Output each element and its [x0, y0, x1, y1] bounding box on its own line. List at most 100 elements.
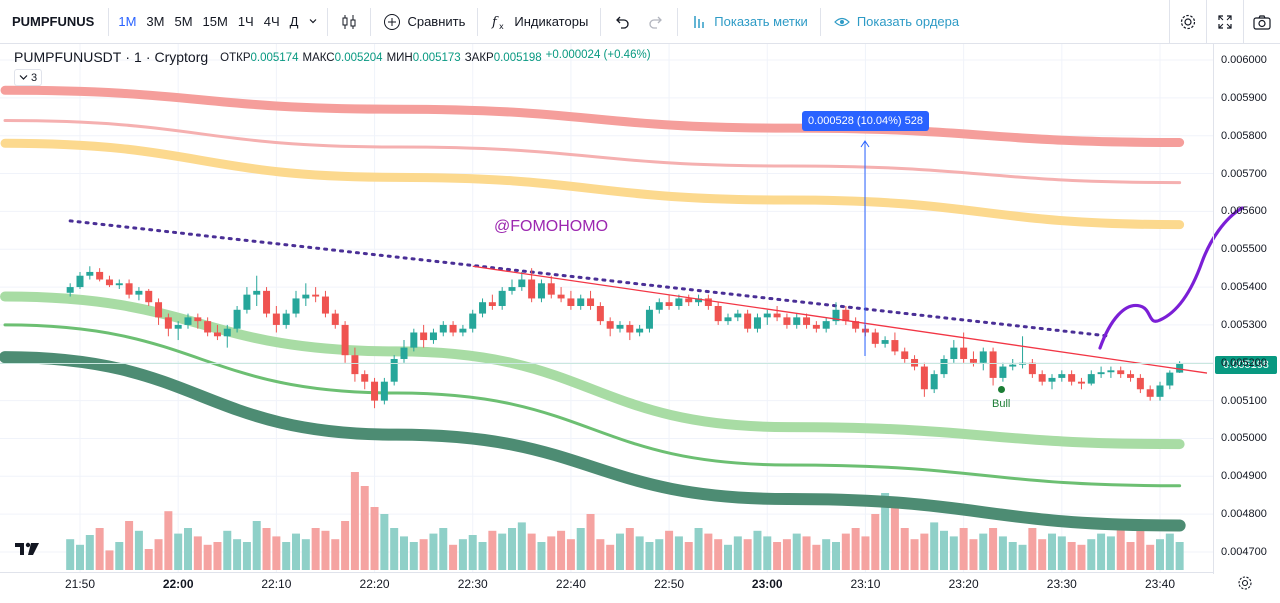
redo-button[interactable] [639, 9, 673, 35]
candle-body [1166, 372, 1174, 386]
candle-body [282, 313, 290, 325]
volume-bar [154, 539, 163, 570]
time-axis-tick: 22:10 [261, 577, 292, 591]
volume-bar [1077, 544, 1086, 570]
volume-bar [252, 521, 261, 570]
candle-body [969, 358, 977, 363]
candle-body [371, 381, 379, 401]
volume-bar [959, 528, 968, 570]
chevron-down-icon [19, 75, 28, 80]
candle-body [812, 324, 820, 329]
candle-body [253, 290, 261, 295]
candle-body [763, 313, 771, 318]
interval-1h-button[interactable]: 1Ч [237, 14, 254, 29]
candle-body [125, 283, 133, 295]
volume-bar [468, 535, 477, 570]
moving-average-line [0, 85, 1185, 148]
volume-bar [910, 539, 919, 570]
measure-arrow-head [860, 140, 870, 148]
chart-type-button[interactable] [332, 9, 366, 35]
volume-bar [684, 542, 693, 570]
resistance-trendline [472, 265, 1208, 374]
time-axis-tick: 23:30 [1046, 577, 1077, 591]
fullscreen-icon [1218, 15, 1232, 29]
watermark-text: @FOMOHOMO [494, 218, 609, 235]
undo-button[interactable] [605, 9, 639, 35]
candle-body [1048, 377, 1056, 382]
screenshot-button[interactable] [1243, 0, 1280, 44]
candle-body [901, 351, 909, 359]
measure-tool-label[interactable]: 0.000528 (10.04%) 528 [802, 111, 929, 131]
time-axis-tick: 22:20 [359, 577, 390, 591]
volume-bar [341, 521, 350, 570]
indicators-toggle-button[interactable]: 3 [14, 69, 42, 86]
candle-body [302, 294, 310, 299]
candle-body [1146, 389, 1154, 397]
toolbar-divider [108, 7, 110, 36]
interval-1m-button[interactable]: 1М [118, 14, 137, 29]
candle-body [930, 374, 938, 390]
plus-circle-icon [384, 13, 401, 30]
candle-body [793, 317, 801, 325]
symbol-search-button[interactable]: PUMPFUNUS [12, 14, 95, 29]
time-axis-divider [0, 572, 1213, 573]
interval-15m-button[interactable]: 15М [202, 14, 228, 29]
interval-1d-button[interactable]: Д [289, 14, 299, 29]
volume-bar [105, 550, 114, 570]
redo-icon [649, 16, 663, 29]
chevron-down-icon[interactable] [303, 10, 323, 33]
candle-body [655, 302, 663, 310]
price-axis-tick: 0.004900 [1221, 470, 1267, 483]
volume-bar [949, 536, 958, 570]
axis-settings-gear-icon[interactable] [1237, 575, 1253, 591]
volume-bar [1126, 542, 1135, 570]
interval-3m-button[interactable]: 3М [146, 14, 165, 29]
time-axis-tick: 21:50 [64, 577, 96, 591]
volume-bar [390, 528, 399, 570]
volume-bar [134, 530, 143, 570]
candle-body [577, 298, 585, 306]
time-axis-tick: 22:30 [457, 577, 488, 591]
candle-body [194, 317, 202, 322]
show-marks-button[interactable]: Показать метки [682, 9, 816, 35]
volume-bar [920, 533, 929, 570]
volume-bar [350, 472, 359, 570]
candle-body [174, 324, 182, 329]
tradingview-logo[interactable] [14, 540, 40, 558]
volume-bar [213, 542, 222, 570]
volume-bar [85, 535, 94, 570]
toolbar-right-group [1169, 0, 1280, 44]
volume-bar [1136, 530, 1145, 570]
candle-body [685, 298, 693, 303]
price-axis-tick: 0.004800 [1221, 508, 1267, 521]
interval-4h-button[interactable]: 4Ч [263, 14, 280, 29]
time-axis-tick: 23:10 [850, 577, 881, 591]
legend-exchange: Cryptorg [154, 49, 209, 65]
candle-body [184, 317, 192, 325]
volume-bar [576, 528, 585, 570]
volume-bar [969, 539, 978, 570]
candle-body [645, 309, 653, 329]
candle-body [724, 317, 732, 322]
settings-button[interactable] [1169, 0, 1206, 44]
candle-body [1077, 381, 1085, 384]
interval-5m-button[interactable]: 5М [174, 14, 193, 29]
candle-body [76, 275, 84, 288]
undo-icon [616, 16, 629, 29]
compare-button[interactable]: Сравнить [375, 9, 473, 35]
fullscreen-button[interactable] [1206, 0, 1243, 44]
bull-signal-dot [998, 386, 1005, 393]
volume-bar [557, 530, 566, 570]
volume-bar [1048, 533, 1056, 570]
volume-bar [841, 533, 850, 570]
volume-bar [400, 536, 408, 570]
volume-bar [1008, 542, 1017, 570]
candle-body [665, 302, 673, 306]
candle-body [488, 302, 496, 306]
candle-body [871, 332, 879, 344]
show-orders-button[interactable]: Показать ордера [825, 9, 967, 35]
candle-body [626, 324, 634, 333]
